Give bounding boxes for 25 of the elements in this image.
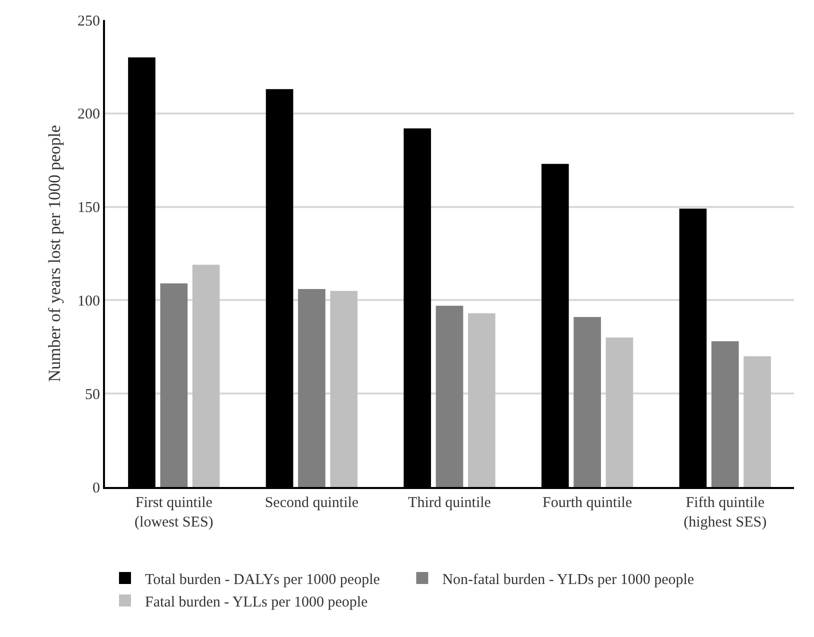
bar	[298, 288, 326, 487]
bar	[330, 290, 358, 487]
y-tick-label: 0	[92, 480, 100, 496]
x-tick-label: Second quintile	[264, 495, 359, 511]
x-tick-label: First quintile (lowest SES)	[134, 495, 214, 530]
x-tick-label: Third quintile	[408, 495, 492, 511]
bar	[606, 338, 634, 487]
legend-label: Total burden - DALYs per 1000 people	[145, 572, 380, 588]
y-tick-label: 100	[78, 293, 100, 310]
y-tick-label: 50	[85, 386, 100, 403]
bar	[744, 356, 771, 487]
bar	[160, 283, 188, 487]
legend-label: Non-fatal burden - YLDs per 1000 people	[442, 572, 694, 588]
bar	[711, 341, 739, 487]
bar	[436, 306, 464, 487]
bar	[468, 313, 496, 487]
bar	[574, 317, 601, 487]
x-tick-label: Fifth quintile (highest SES)	[684, 495, 767, 530]
legend-label: Fatal burden - YLLs per 1000 people	[145, 594, 368, 610]
y-tick-label: 150	[78, 200, 100, 216]
x-tick-label: Fourth quintile	[542, 495, 632, 511]
y-tick-label: 250	[78, 13, 100, 30]
bar	[192, 264, 220, 487]
y-tick-label: 200	[78, 106, 100, 123]
y-axis-title: Number of years lost per 1000 people	[45, 125, 64, 382]
